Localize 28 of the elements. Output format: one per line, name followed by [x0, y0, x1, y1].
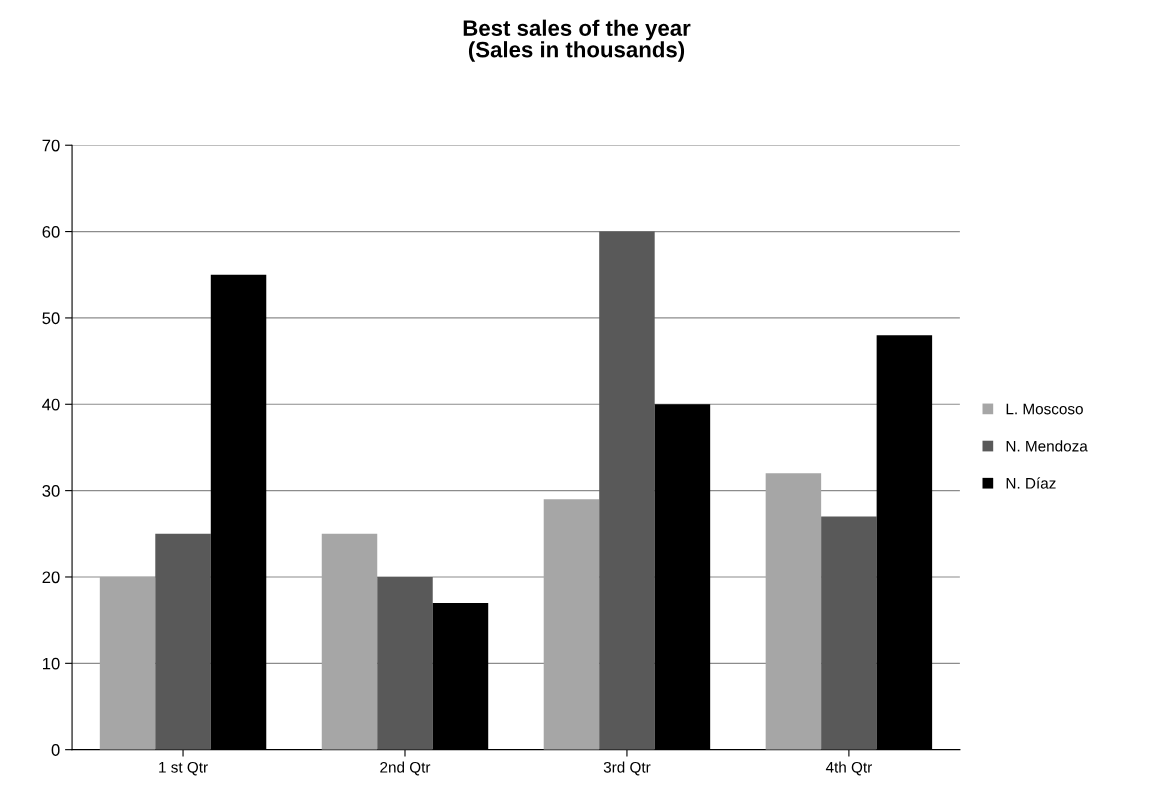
y-tick-label: 20	[42, 571, 60, 584]
bar	[765, 473, 822, 750]
x-tick-label: 2nd Qtr	[380, 761, 431, 776]
y-tick-label: 30	[42, 485, 60, 497]
legend-label: N. Díaz	[1006, 477, 1056, 489]
x-tick-label: 1 st Qtr	[159, 761, 208, 776]
chart-title: Best sales of the year (Sales in thousands)	[463, 19, 691, 62]
y-tick-label: 60	[42, 225, 60, 238]
bar	[432, 602, 489, 750]
bar	[543, 499, 600, 750]
bar	[210, 274, 267, 750]
bar	[377, 576, 433, 750]
bar	[99, 576, 156, 750]
legend-label: N. Mendoza	[1006, 440, 1088, 452]
bar	[599, 231, 655, 750]
bar	[821, 516, 877, 750]
bar	[876, 335, 933, 750]
x-tick-label: 4th Qtr	[825, 761, 872, 776]
y-tick-label: 10	[42, 657, 60, 670]
bar	[155, 533, 211, 750]
y-tick-label: 70	[42, 139, 60, 152]
bar	[321, 533, 378, 750]
bar	[654, 404, 711, 750]
legend-label: L. Moscoso	[1006, 403, 1083, 415]
y-tick-label: 40	[42, 398, 60, 411]
y-tick-label: 0	[51, 744, 60, 756]
y-tick-label: 50	[42, 312, 60, 325]
x-tick-label: 3rd Qtr	[603, 761, 651, 776]
